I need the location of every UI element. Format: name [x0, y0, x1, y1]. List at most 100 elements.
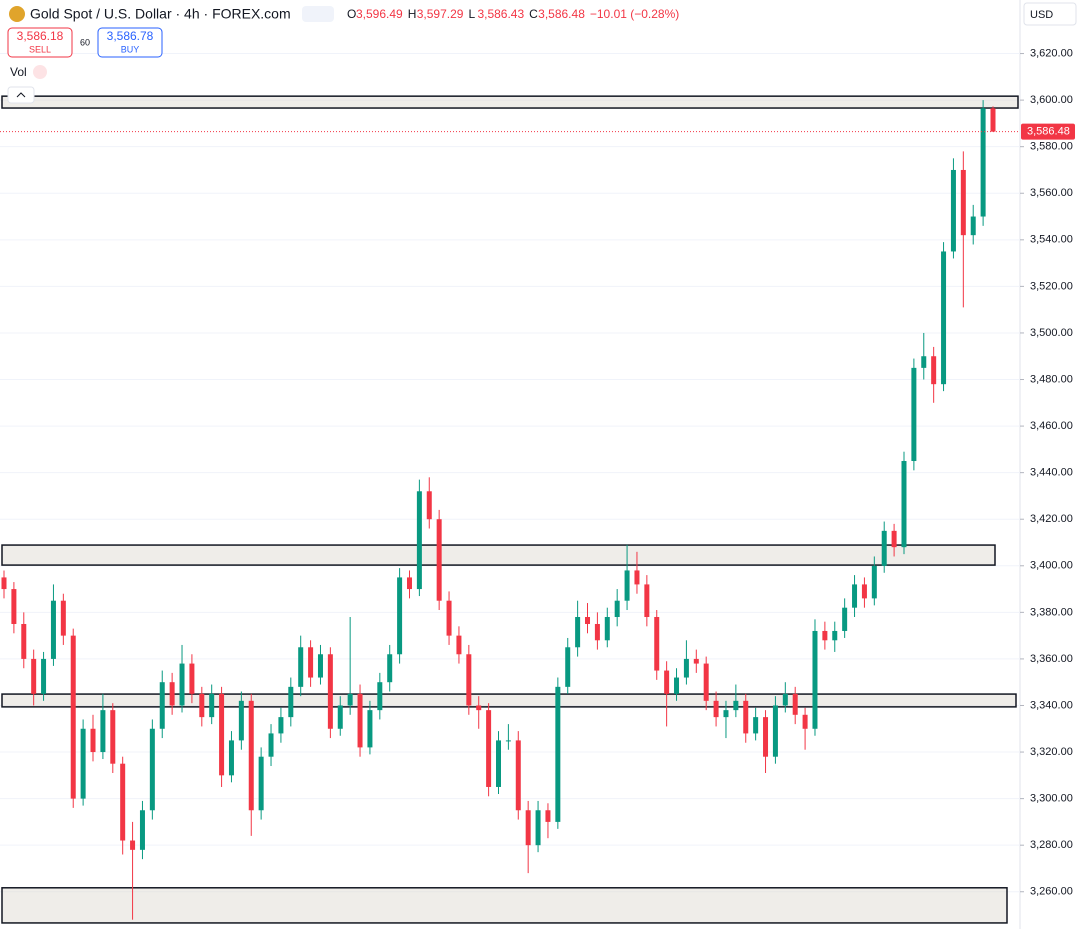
candle-body [308, 647, 314, 678]
candle-body [931, 356, 937, 385]
y-tick-label: 3,600.00 [1030, 94, 1073, 106]
candle-body [792, 693, 798, 715]
candle-body [585, 617, 591, 624]
ohlc-key: H [408, 7, 417, 21]
candle-body [120, 763, 126, 841]
candle-body [357, 693, 363, 748]
candle-body [337, 705, 343, 729]
ohlc-value: 3,586.43 [477, 7, 524, 21]
candle-body [763, 717, 769, 757]
candle-body [525, 810, 531, 846]
header: Gold Spot / U.S. Dollar · 4h · FOREX.com… [7, 2, 1077, 104]
candle-body [644, 584, 650, 618]
price-axis: 3,260.00 3,280.00 3,300.00 3,320.00 3,340.00… [1020, 47, 1075, 898]
candle-body [377, 682, 383, 711]
candle-body [911, 367, 917, 462]
buy-button[interactable] [97, 27, 163, 58]
candle-body [149, 728, 155, 811]
y-tick-label: 3,560.00 [1030, 187, 1073, 199]
symbol-icon [9, 6, 25, 22]
collapse-icon [16, 92, 26, 98]
candle-body [486, 710, 492, 787]
candle-body [288, 686, 294, 718]
ohlc-value: 3,597.29 [417, 7, 464, 21]
candle-body [634, 570, 640, 585]
ohlc-key: L [468, 7, 475, 21]
candle-body [258, 756, 264, 811]
candle-body [950, 169, 956, 252]
candle-body [683, 658, 689, 678]
candle-body [753, 717, 759, 734]
symbol-title[interactable]: Gold Spot / U.S. Dollar · 4h · FOREX.com [30, 6, 291, 22]
candle-body [11, 589, 17, 624]
sell-price: 3,586.18 [17, 29, 64, 43]
zone [1, 887, 1008, 924]
candle-body [436, 519, 442, 601]
candle-body [614, 600, 620, 618]
candle-body [476, 705, 482, 711]
candle-body [466, 654, 472, 706]
indicator-toggle[interactable] [302, 6, 334, 22]
candle-body [268, 733, 274, 757]
ohlc-change: −10.01 (−0.28%) [590, 7, 679, 21]
volume-warning[interactable] [33, 65, 47, 79]
y-tick-label: 3,400.00 [1030, 560, 1073, 572]
candle-body [209, 693, 215, 718]
candle-body [703, 663, 709, 701]
candle-body [832, 630, 838, 641]
candle-body [594, 623, 600, 641]
last-price-label: 3,586.48 [1027, 126, 1070, 138]
ohlc-value: 3,586.48 [538, 7, 585, 21]
candle-body [861, 584, 867, 599]
y-tick-label: 3,520.00 [1030, 280, 1073, 292]
candle-body [743, 700, 749, 734]
candle-body [169, 682, 175, 706]
candle-body [278, 717, 284, 734]
candle-body [822, 630, 828, 641]
candle-body [693, 658, 699, 664]
candle-body [456, 635, 462, 655]
candle-body [990, 108, 996, 132]
candle-body [772, 705, 778, 757]
candle-body [367, 710, 373, 748]
candle-body [189, 663, 195, 694]
candle-body [901, 461, 907, 548]
last-price-box [1021, 123, 1075, 140]
candle-body [891, 530, 897, 548]
candle-body [674, 677, 680, 694]
y-tick-label: 3,480.00 [1030, 373, 1073, 385]
y-tick-label: 3,540.00 [1030, 234, 1073, 246]
candle-body [604, 617, 610, 641]
y-tick-label: 3,460.00 [1030, 420, 1073, 432]
candle-body [575, 617, 581, 648]
candle-body [406, 577, 412, 590]
candle-body [228, 740, 234, 776]
candle-body [812, 630, 818, 729]
currency-select[interactable] [1023, 2, 1077, 26]
candle-body [347, 693, 353, 706]
y-tick-label: 3,260.00 [1030, 886, 1073, 898]
candle-body [21, 623, 27, 659]
candle-body [654, 617, 660, 671]
candle-body [960, 169, 966, 236]
candle-body [723, 710, 729, 718]
ohlc-key: C [529, 7, 538, 21]
y-tick-label: 3,360.00 [1030, 653, 1073, 665]
buy-label: BUY [121, 44, 140, 54]
candle-body [139, 810, 145, 850]
y-tick-label: 3,320.00 [1030, 746, 1073, 758]
collapse-button[interactable] [7, 86, 35, 104]
ohlc-value: 3,596.49 [356, 7, 403, 21]
candle-body [60, 600, 66, 636]
candles [0, 100, 1020, 920]
candle-body [31, 658, 37, 694]
candle-body [782, 693, 788, 706]
candle-body [248, 700, 254, 811]
sell-label: SELL [29, 44, 51, 54]
sell-button[interactable] [7, 27, 73, 58]
candle-body [387, 654, 393, 683]
candle-body [565, 647, 571, 687]
y-tick-label: 3,580.00 [1030, 141, 1073, 153]
candle-body [713, 700, 719, 718]
